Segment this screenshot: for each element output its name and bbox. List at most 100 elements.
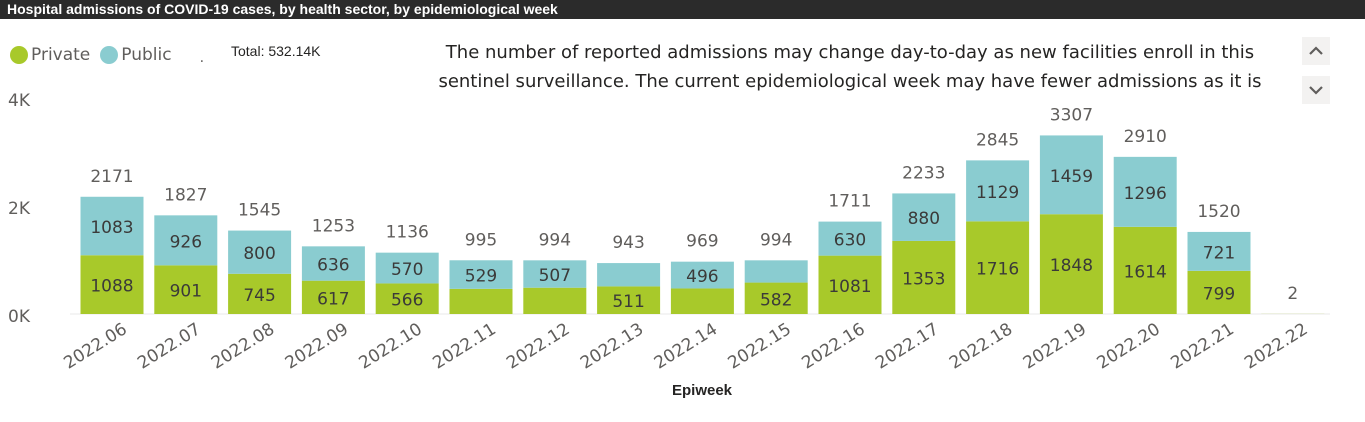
bar-private bbox=[818, 255, 882, 314]
x-tick-label: 2022.14 bbox=[651, 319, 721, 373]
y-tick-label: 4K bbox=[8, 91, 31, 111]
data-label-private: 1088 bbox=[90, 277, 133, 297]
bar-public bbox=[670, 261, 734, 289]
data-label-total: 2233 bbox=[902, 163, 945, 183]
data-label-private: 1716 bbox=[976, 260, 1019, 280]
data-label-public: 630 bbox=[834, 231, 866, 251]
legend-item-public[interactable]: Public bbox=[100, 45, 172, 65]
bar-private bbox=[670, 288, 734, 314]
data-label-public: 1296 bbox=[1124, 184, 1167, 204]
legend-private-label: Private bbox=[31, 45, 91, 65]
x-tick-label: 2022.17 bbox=[872, 319, 942, 373]
data-label-total: 943 bbox=[612, 233, 644, 253]
bar-private bbox=[1039, 214, 1103, 314]
data-label-total: 1545 bbox=[238, 201, 281, 221]
x-tick-label: 2022.16 bbox=[798, 319, 868, 373]
bar-public bbox=[523, 260, 587, 288]
data-label-public: 529 bbox=[465, 267, 497, 287]
data-label-private: 1614 bbox=[1124, 262, 1167, 282]
bar-private bbox=[449, 288, 513, 314]
bar-public bbox=[449, 260, 513, 289]
bar-public bbox=[597, 263, 661, 287]
y-tick-label: 0K bbox=[8, 307, 31, 327]
x-tick-label: 2022.09 bbox=[282, 319, 352, 373]
data-label-private: 745 bbox=[243, 286, 275, 306]
data-label-private: 511 bbox=[612, 292, 644, 312]
data-label-public: 636 bbox=[317, 256, 349, 276]
x-tick-label: 2022.11 bbox=[429, 319, 499, 373]
scroll-down-button[interactable] bbox=[1302, 76, 1330, 104]
data-label-public: 570 bbox=[391, 260, 423, 280]
data-label-private: 1081 bbox=[828, 277, 871, 297]
data-label-private: 1848 bbox=[1050, 256, 1093, 276]
x-tick-label: 2022.20 bbox=[1094, 319, 1164, 373]
scroll-up-button[interactable] bbox=[1302, 37, 1330, 65]
data-label-total: 2 bbox=[1287, 284, 1298, 304]
total-label: Total: 532.14K bbox=[231, 43, 321, 59]
bar-public bbox=[892, 193, 956, 241]
bar-private bbox=[966, 221, 1030, 314]
data-label-total: 2910 bbox=[1124, 127, 1167, 147]
data-label-total: 995 bbox=[465, 230, 497, 250]
bar-private bbox=[1113, 226, 1177, 314]
chevron-up-icon bbox=[1309, 46, 1323, 55]
data-label-total: 2845 bbox=[976, 130, 1019, 150]
data-label-total: 1136 bbox=[386, 223, 429, 243]
legend-private-marker bbox=[10, 46, 28, 64]
data-label-public: 496 bbox=[686, 267, 718, 287]
legend-public-marker bbox=[100, 46, 119, 64]
x-tick-label: 2022.13 bbox=[577, 319, 647, 373]
x-tick-label: 2022.06 bbox=[60, 319, 130, 373]
x-tick-label: 2022.08 bbox=[208, 319, 278, 373]
data-label-total: 2171 bbox=[90, 167, 133, 187]
x-tick-label: 2022.19 bbox=[1020, 319, 1090, 373]
bar-public bbox=[1113, 156, 1177, 227]
bar-public bbox=[375, 252, 439, 284]
x-tick-label: 2022.22 bbox=[1241, 319, 1311, 373]
data-label-public: 721 bbox=[1203, 243, 1235, 263]
data-label-public: 800 bbox=[243, 244, 275, 264]
data-label-public: 1129 bbox=[976, 183, 1019, 203]
disclaimer-note: The number of reported admissions may ch… bbox=[438, 42, 1262, 92]
bar-public bbox=[301, 246, 365, 281]
bar-private bbox=[892, 240, 956, 314]
data-label-private: 566 bbox=[391, 291, 423, 311]
data-label-total: 1711 bbox=[828, 192, 871, 212]
legend: Private Public . bbox=[10, 44, 204, 66]
data-label-total: 994 bbox=[539, 230, 571, 250]
legend-item-private[interactable]: Private bbox=[10, 45, 90, 65]
bar-private bbox=[1187, 270, 1251, 314]
x-axis-title: Epiweek bbox=[672, 382, 733, 399]
bar-public bbox=[818, 221, 882, 256]
chevron-down-icon bbox=[1309, 86, 1323, 95]
data-label-private: 582 bbox=[760, 290, 792, 310]
x-tick-label: 2022.18 bbox=[946, 319, 1016, 373]
bar-public bbox=[1187, 231, 1251, 271]
bar-private bbox=[375, 283, 439, 314]
data-label-total: 1520 bbox=[1197, 202, 1240, 222]
bar-private bbox=[301, 280, 365, 314]
x-tick-label: 2022.21 bbox=[1167, 319, 1237, 373]
bar-public bbox=[744, 260, 808, 283]
bar-private bbox=[523, 287, 587, 314]
data-label-public: 507 bbox=[539, 266, 571, 286]
bar-private bbox=[228, 273, 292, 314]
data-label-total: 3307 bbox=[1050, 105, 1093, 125]
bar-public bbox=[966, 160, 1030, 222]
data-label-public: 880 bbox=[908, 209, 940, 229]
bar-public bbox=[154, 215, 218, 266]
data-label-private: 799 bbox=[1203, 284, 1235, 304]
legend-public-label: Public bbox=[121, 45, 172, 65]
data-label-public: 926 bbox=[170, 232, 202, 252]
data-label-total: 1827 bbox=[164, 185, 207, 205]
x-tick-label: 2022.15 bbox=[725, 319, 795, 373]
chart-title: Hospital admissions of COVID-19 cases, b… bbox=[0, 0, 1365, 19]
bar-public bbox=[228, 230, 292, 274]
x-tick-label: 2022.12 bbox=[503, 319, 573, 373]
bar-public bbox=[80, 196, 144, 256]
data-label-total: 994 bbox=[760, 230, 792, 250]
x-tick-label: 2022.10 bbox=[356, 319, 426, 373]
data-label-private: 901 bbox=[170, 282, 202, 302]
y-tick-label: 2K bbox=[8, 199, 31, 219]
